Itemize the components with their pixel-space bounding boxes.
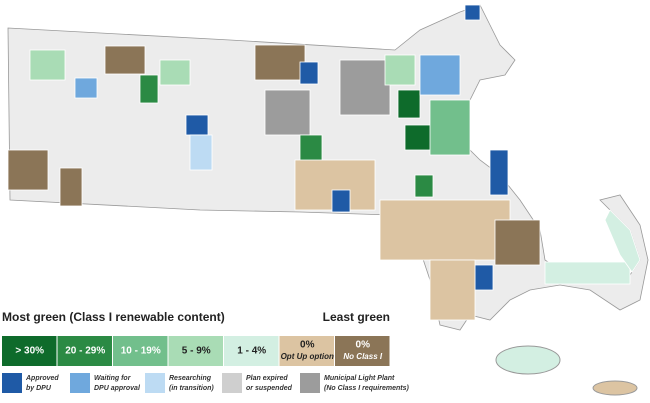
legend-label: 0% <box>300 340 315 351</box>
status-label: (No Class I requirements) <box>324 385 409 392</box>
town <box>474 264 494 291</box>
town <box>379 199 511 261</box>
status-swatch <box>145 373 165 393</box>
island <box>495 345 561 375</box>
town <box>299 61 319 85</box>
status-label: (in transition) <box>169 385 214 392</box>
legend-label: 5 - 9% <box>182 346 211 357</box>
town <box>464 4 481 21</box>
town <box>414 174 434 198</box>
island <box>592 380 638 396</box>
status-label: Approved <box>25 375 59 382</box>
town <box>331 189 351 213</box>
status-swatch <box>300 373 320 393</box>
status-swatch <box>222 373 242 393</box>
town <box>419 54 461 96</box>
town <box>397 89 421 119</box>
legend-label: 0% <box>356 340 371 351</box>
legend-swatch <box>2 336 57 366</box>
legend-swatch <box>168 336 223 366</box>
town <box>429 99 471 156</box>
town <box>139 74 159 104</box>
legend-label: 10 - 19% <box>121 346 161 357</box>
status-label: by DPU <box>26 385 52 392</box>
legend-swatch <box>279 336 334 366</box>
town <box>299 134 323 164</box>
state-map <box>7 4 649 331</box>
legend-swatch <box>224 336 279 366</box>
town <box>189 134 213 171</box>
town <box>544 261 631 285</box>
town <box>429 259 476 321</box>
legend-swatch <box>335 336 390 366</box>
town <box>104 45 146 75</box>
legend-label: > 30% <box>15 346 44 357</box>
status-swatch <box>2 373 22 393</box>
legend-swatch <box>57 336 112 366</box>
town <box>29 49 66 81</box>
town <box>59 167 83 207</box>
town <box>7 149 49 191</box>
town <box>264 89 311 136</box>
legend-swatch <box>113 336 168 366</box>
legend-title: Least green <box>323 310 390 324</box>
town <box>74 77 98 99</box>
town <box>384 54 416 86</box>
town <box>254 44 306 81</box>
town <box>185 114 209 136</box>
legend-title: Most green (Class I renewable content) <box>2 310 225 324</box>
status-label: DPU approval <box>94 385 141 392</box>
town <box>604 209 641 273</box>
status-label: Plan expired <box>246 375 288 382</box>
legend-label: 1 - 4% <box>237 346 266 357</box>
status-swatch <box>70 373 90 393</box>
town <box>339 59 391 116</box>
status-label: Researching <box>169 375 212 382</box>
town <box>159 59 191 86</box>
legend-label: 20 - 29% <box>65 346 105 357</box>
town <box>489 149 509 196</box>
town <box>494 219 541 266</box>
status-label: Municipal Light Plant <box>324 375 395 382</box>
legend-sublabel: No Class I <box>343 352 382 361</box>
status-label: or suspended <box>246 385 293 392</box>
status-label: Waiting for <box>94 375 132 382</box>
legend-sublabel: Opt Up option <box>281 352 334 361</box>
